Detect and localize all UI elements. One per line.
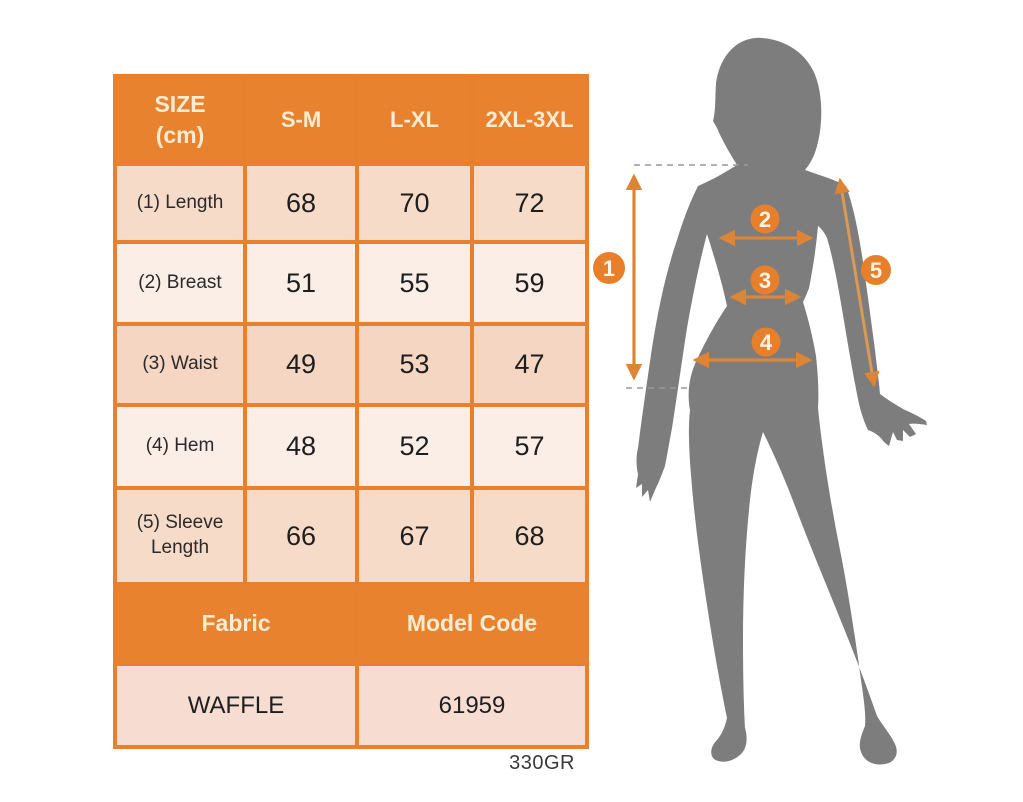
value-cell: 72 — [470, 162, 589, 244]
marker-5-number: 5 — [870, 258, 882, 283]
value-cell: 57 — [470, 403, 589, 490]
sleeve-arrow-5 — [834, 177, 880, 388]
row-label: (3) Waist — [113, 322, 247, 407]
size-header-line1: SIZE — [154, 90, 206, 117]
marker-4: 4 — [751, 327, 781, 357]
marker-2: 2 — [750, 204, 780, 234]
value-cell: 68 — [470, 486, 589, 586]
row-label: (5) Sleeve Length — [113, 486, 247, 586]
marker-1-number: 1 — [603, 256, 615, 281]
measurement-diagram-svg: 1 2 3 4 5 — [593, 37, 927, 765]
table-row-length: (1) Length 68 70 72 — [113, 162, 589, 244]
value-cell: 66 — [243, 486, 359, 586]
marker-3: 3 — [750, 265, 780, 295]
table-header-row: SIZE (cm) S-M L-XL 2XL-3XL — [113, 74, 589, 166]
table-row-sleeve-length: (5) Sleeve Length 66 67 68 — [113, 486, 589, 586]
table-row-hem: (4) Hem 48 52 57 — [113, 403, 589, 490]
footer-header-row: Fabric Model Code — [113, 582, 589, 666]
fabric-value: WAFFLE — [113, 662, 359, 749]
column-header-2xl3xl: 2XL-3XL — [470, 74, 589, 166]
value-cell: 52 — [355, 403, 474, 490]
marker-4-number: 4 — [760, 330, 773, 355]
value-cell: 49 — [243, 322, 359, 407]
value-cell: 67 — [355, 486, 474, 586]
value-cell: 68 — [243, 162, 359, 244]
table-row-breast: (2) Breast 51 55 59 — [113, 240, 589, 326]
size-chart-table: SIZE (cm) S-M L-XL 2XL-3XL (1) Length 68… — [113, 74, 589, 749]
marker-1: 1 — [593, 252, 625, 284]
marker-3-number: 3 — [759, 268, 771, 293]
value-cell: 48 — [243, 403, 359, 490]
footer-value-row: WAFFLE 61959 — [113, 662, 589, 749]
body-silhouette — [636, 37, 927, 765]
value-cell: 53 — [355, 322, 474, 407]
row-label: (2) Breast — [113, 240, 247, 326]
value-cell: 70 — [355, 162, 474, 244]
marker-2-number: 2 — [759, 207, 771, 232]
row-label: (1) Length — [113, 162, 247, 244]
value-cell: 51 — [243, 240, 359, 326]
column-header-sm: S-M — [243, 74, 359, 166]
column-header-lxl: L-XL — [355, 74, 474, 166]
value-cell: 47 — [470, 322, 589, 407]
value-cell: 59 — [470, 240, 589, 326]
fabric-weight-note: 330GR — [509, 752, 575, 774]
row-label: (4) Hem — [113, 403, 247, 490]
measurement-figure: 1 2 3 4 5 — [590, 15, 1023, 802]
marker-5: 5 — [861, 255, 891, 285]
size-header-line2: (cm) — [155, 122, 205, 148]
table-row-waist: (3) Waist 49 53 47 — [113, 322, 589, 407]
fabric-header: Fabric — [113, 582, 359, 666]
model-code-header: Model Code — [355, 582, 589, 666]
size-cm-header: SIZE (cm) — [113, 74, 247, 166]
model-code-value: 61959 — [355, 662, 589, 749]
value-cell: 55 — [355, 240, 474, 326]
